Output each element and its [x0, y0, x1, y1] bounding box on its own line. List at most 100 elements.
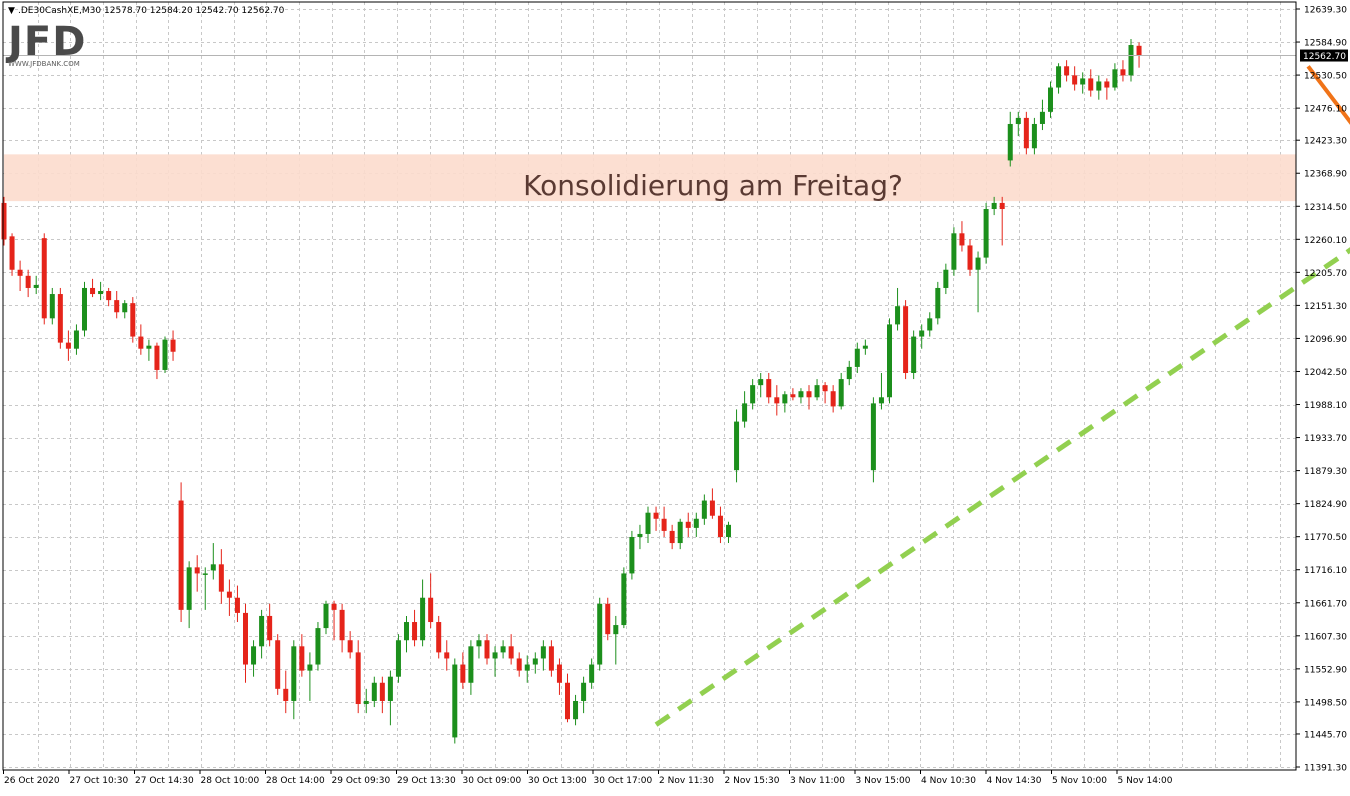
candle-bull-body	[581, 682, 587, 701]
candle-bull-body	[621, 573, 627, 626]
candle-bull-body	[862, 345, 868, 349]
candle-bear-body	[194, 567, 200, 574]
x-tick-label: 28 Oct 14:00	[266, 776, 325, 786]
candle-bull-body	[597, 603, 603, 665]
candle-bull-body	[307, 664, 313, 671]
candle-bear-body	[1136, 45, 1142, 56]
y-tick-label: 12205.70	[1304, 269, 1347, 279]
candle-bear-body	[508, 646, 514, 659]
candle-bull-body	[73, 330, 79, 349]
x-tick-label: 2 Nov 11:30	[659, 776, 714, 786]
candle-bull-body	[82, 287, 87, 331]
candle-bear-body	[1, 202, 7, 240]
y-tick-label: 12314.50	[1304, 203, 1347, 213]
candle-bear-body	[436, 622, 442, 653]
candle-bear-body	[1088, 78, 1094, 91]
candle-bear-body	[717, 515, 723, 537]
candle-bull-body	[677, 521, 683, 544]
candle-bull-body	[1096, 81, 1102, 91]
candle-bear-body	[379, 682, 385, 701]
ohlc-values: 12578.70 12584.20 12542.70 12562.70	[104, 6, 285, 16]
candle-bull-body	[1039, 111, 1045, 124]
candle-bear-body	[355, 652, 361, 705]
x-tick-label: 5 Nov 10:00	[1052, 776, 1107, 786]
candle-bull-body	[573, 700, 579, 720]
candle-bear-body	[339, 609, 345, 641]
x-tick-label: 26 Oct 2020	[4, 776, 60, 786]
zone-label: Konsolidierung am Freitag?	[523, 169, 903, 202]
candle-bear-body	[114, 300, 120, 313]
candle-bull-body	[991, 202, 997, 210]
candle-bull-body	[645, 512, 651, 534]
candle-bear-body	[709, 500, 715, 516]
candle-bull-body	[186, 567, 192, 610]
y-tick-label: 11607.30	[1304, 632, 1347, 642]
candle-bull-body	[943, 269, 949, 288]
candle-bull-body	[452, 664, 458, 738]
candle-bull-body	[919, 330, 925, 337]
candle-bear-body	[653, 512, 659, 519]
chart-menu-icon[interactable]: ▼	[8, 6, 15, 16]
candle-bull-body	[315, 628, 321, 665]
symbol-label: .DE30CashXE,M30	[18, 6, 101, 16]
candle-bear-body	[41, 238, 47, 319]
candle-bull-body	[887, 324, 892, 398]
x-tick-label: 30 Oct 09:00	[463, 776, 522, 786]
arrow-shaft	[1306, 65, 1350, 125]
candle-bear-body	[267, 615, 273, 641]
arrow	[1306, 65, 1350, 125]
candle-bear-body	[106, 291, 112, 301]
candle-bear-body	[90, 287, 96, 295]
candle-bull-body	[895, 306, 901, 325]
y-tick-label: 12151.30	[1304, 302, 1347, 312]
y-tick-label: 11824.90	[1304, 500, 1347, 510]
candle-bear-body	[283, 688, 289, 701]
candle-bull-body	[395, 640, 401, 677]
candle-bear-body	[460, 664, 466, 683]
y-tick-label: 11391.30	[1304, 764, 1347, 774]
candle-bear-body	[1104, 81, 1110, 88]
current-price-label: 12562.70	[1303, 52, 1346, 62]
logo-url: WWW.JFDBANK.COM	[8, 60, 80, 68]
candle-bear-body	[822, 385, 828, 392]
candle-bull-body	[726, 524, 731, 537]
candle-bull-body	[838, 379, 844, 407]
candle-bear-body	[1120, 69, 1126, 76]
candles	[1, 38, 1142, 744]
candle-bull-body	[782, 394, 788, 404]
y-tick-label: 12042.50	[1304, 368, 1347, 378]
x-tick-label: 30 Oct 17:00	[594, 776, 653, 786]
candle-bear-body	[830, 391, 836, 407]
candle-bear-body	[1023, 117, 1029, 149]
x-axis: 26 Oct 2020 27 Oct 10:30 27 Oct 14:30 28 Oc…	[3, 770, 1173, 786]
y-tick-label: 11498.50	[1304, 698, 1347, 708]
candle-bear-body	[275, 640, 281, 689]
jfd-logo: JFD WWW.JFDBANK.COM	[5, 19, 85, 68]
candle-bear-body	[412, 622, 418, 641]
candle-bull-body	[468, 646, 474, 683]
plot-border	[2, 1, 1297, 771]
candle-bull-body	[49, 294, 55, 319]
candle-bear-body	[299, 646, 305, 671]
candle-bull-body	[878, 397, 884, 404]
candle-bear-body	[1064, 66, 1070, 76]
current-price-marker-bg	[1300, 49, 1348, 62]
candle-bear-body	[548, 646, 554, 671]
candle-bull-body	[589, 664, 595, 683]
x-tick-label: 4 Nov 10:30	[921, 776, 976, 786]
candle-bear-body	[605, 603, 611, 635]
x-tick-label: 27 Oct 10:30	[70, 776, 129, 786]
candle-bear-body	[428, 597, 434, 623]
candle-bear-body	[154, 345, 160, 370]
candle-bear-body	[766, 379, 772, 398]
candle-bear-body	[65, 342, 71, 349]
candle-bull-body	[927, 318, 933, 331]
chart-header: ▼ .DE30CashXE,M30 12578.70 12584.20 1254…	[8, 6, 285, 16]
candle-bear-body	[243, 612, 248, 665]
candle-bear-body	[444, 652, 450, 659]
candle-bull-body	[1015, 117, 1021, 124]
y-tick-label: 11770.50	[1304, 533, 1347, 543]
candle-bull-body	[814, 385, 820, 398]
